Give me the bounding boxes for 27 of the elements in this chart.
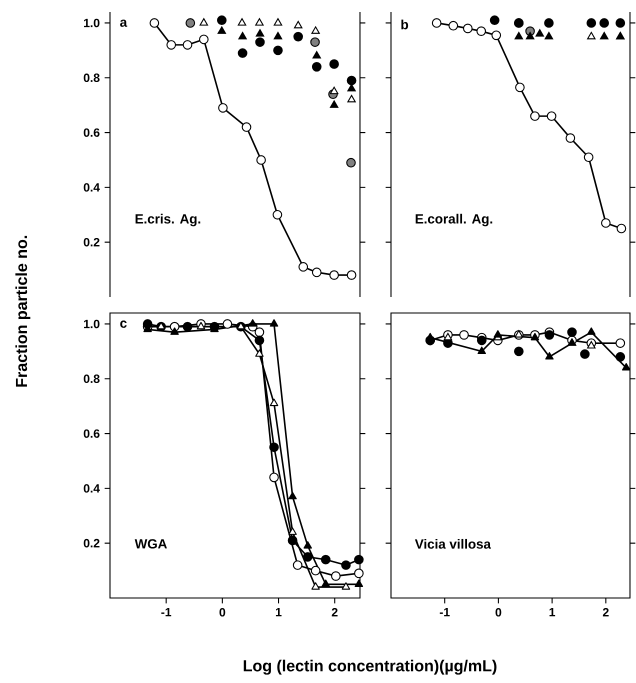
y-tick-label: 0.6 bbox=[84, 429, 100, 438]
y-tick-label: 0.4 bbox=[84, 183, 100, 192]
y-tick-label: 1.0 bbox=[84, 320, 100, 328]
x-axis-title: Log (lectin concentration)(µg/mL) bbox=[244, 660, 496, 675]
annotation: c bbox=[120, 320, 127, 328]
y-tick-label: 0.2 bbox=[84, 238, 100, 246]
x-tick-label: 0 bbox=[220, 608, 226, 617]
annotation: b bbox=[401, 20, 408, 30]
annotation: WGA bbox=[134, 539, 167, 549]
x-tick-label: 1 bbox=[550, 608, 556, 616]
y-tick-label: 1.0 bbox=[84, 18, 100, 28]
annotation: E.corall. Ag. bbox=[416, 214, 492, 226]
annotation: Vicia villosa bbox=[414, 538, 492, 549]
annotation: E.cris. Ag. bbox=[136, 214, 200, 226]
y-tick-label: 0.4 bbox=[84, 484, 100, 493]
y-tick-label: 0.6 bbox=[84, 128, 100, 137]
x-tick-label: 2 bbox=[332, 608, 338, 616]
x-tick-label: -1 bbox=[161, 608, 172, 616]
y-axis-title: Fraction particle no. bbox=[15, 236, 30, 387]
annotation: a bbox=[120, 20, 128, 27]
x-tick-label: 2 bbox=[602, 608, 609, 616]
x-tick-label: 0 bbox=[496, 608, 502, 617]
y-tick-label: 0.8 bbox=[84, 374, 100, 384]
x-tick-label: 1 bbox=[276, 608, 282, 616]
y-tick-label: 0.8 bbox=[84, 74, 100, 82]
y-tick-label: 0.2 bbox=[84, 538, 100, 548]
x-tick-label: -1 bbox=[440, 608, 450, 616]
